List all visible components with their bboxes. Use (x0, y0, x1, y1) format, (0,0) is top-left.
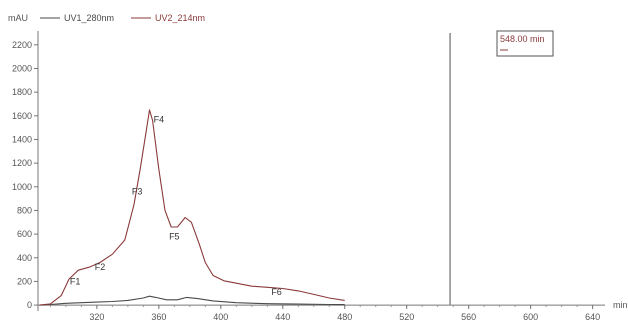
marker-readout-box: 548.00 min (496, 30, 554, 57)
legend: UV1_280nm UV2_214nm (40, 13, 205, 23)
y-tick-label: 200 (17, 276, 32, 286)
marker-readout-text: 548.00 min (500, 34, 545, 44)
marker-readout-frame (496, 30, 554, 57)
series-line-uv1 (39, 295, 345, 306)
y-tick-label: 600 (17, 229, 32, 239)
y-axis-title: mAU (8, 13, 28, 23)
fraction-label: F3 (132, 187, 143, 197)
x-tick-label: 640 (585, 312, 600, 322)
x-tick-label: 360 (151, 312, 166, 322)
fraction-label: F1 (70, 276, 81, 286)
x-tick-label: 400 (213, 312, 228, 322)
fraction-label: F5 (169, 231, 180, 241)
y-tick-label: 0 (27, 300, 32, 310)
x-axis-title: min (613, 300, 628, 310)
x-tick-label: 320 (89, 312, 104, 322)
y-tick-label: 1200 (12, 158, 32, 168)
y-tick-label: 1400 (12, 134, 32, 144)
y-tick-label: 2200 (12, 40, 32, 50)
y-tick-label: 1600 (12, 111, 32, 121)
y-tick-label: 1800 (12, 87, 32, 97)
fraction-label: F2 (95, 262, 106, 272)
x-tick-label: 600 (523, 312, 538, 322)
y-tick-label: 400 (17, 253, 32, 263)
fraction-label: F6 (271, 287, 282, 297)
legend-label-uv2: UV2_214nm (155, 13, 205, 23)
y-tick-label: 1000 (12, 182, 32, 192)
x-tick-label: 560 (461, 312, 476, 322)
x-tick-label: 520 (399, 312, 414, 322)
x-tick-label: 480 (337, 312, 352, 322)
series-line-uv2 (39, 109, 345, 306)
fraction-label: F4 (154, 114, 165, 124)
y-tick-label: 800 (17, 205, 32, 215)
legend-label-uv1: UV1_280nm (64, 13, 114, 23)
y-tick-label: 2000 (12, 63, 32, 73)
x-tick-label: 440 (275, 312, 290, 322)
